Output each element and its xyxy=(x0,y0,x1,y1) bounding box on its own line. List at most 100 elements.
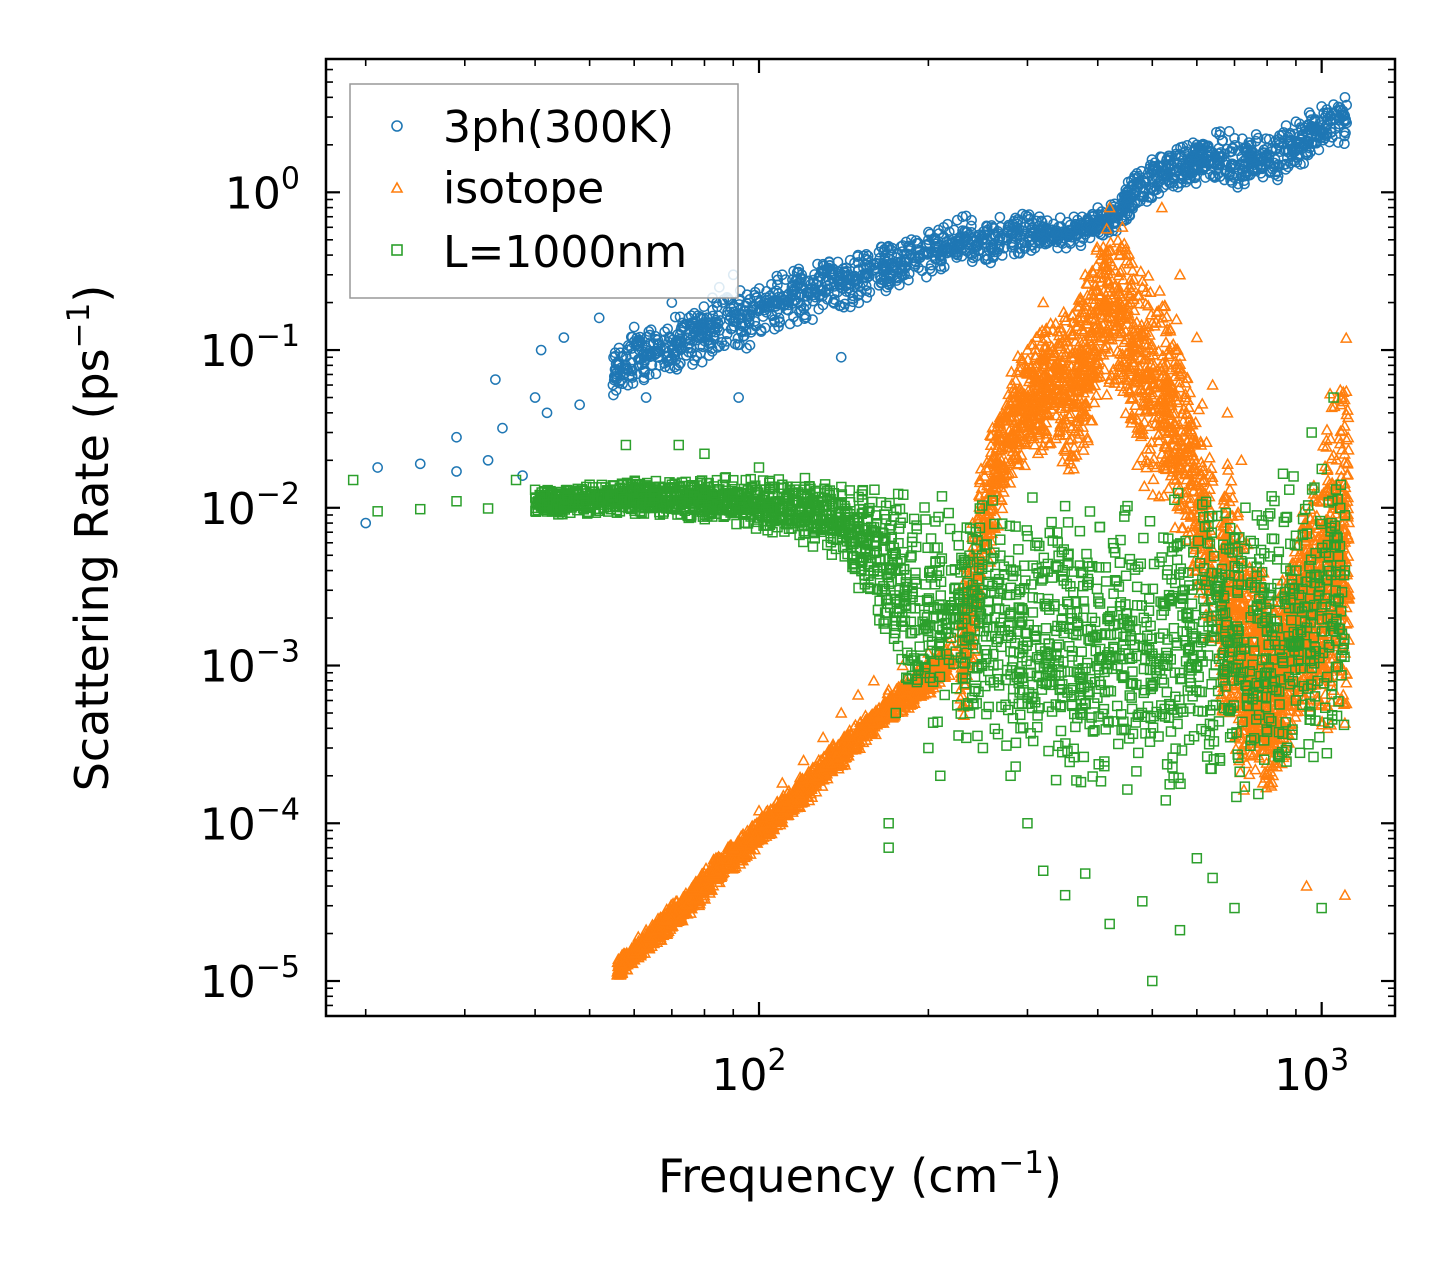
point-3ph xyxy=(938,221,950,233)
point-3ph xyxy=(1128,173,1140,184)
point-3ph xyxy=(852,249,864,261)
point-3ph xyxy=(654,359,665,371)
point-3ph xyxy=(695,347,706,359)
point-3ph xyxy=(615,362,627,374)
point-3ph xyxy=(924,228,936,240)
point-3ph xyxy=(1328,99,1339,110)
point-3ph xyxy=(1076,211,1088,223)
point-3ph xyxy=(1221,143,1233,155)
point-3ph xyxy=(938,261,950,273)
point-3ph xyxy=(1316,101,1328,112)
point-3ph xyxy=(1131,168,1143,179)
point-3ph xyxy=(1254,161,1266,173)
point-3ph xyxy=(1036,217,1048,228)
point-3ph xyxy=(838,301,850,313)
point-3ph xyxy=(933,224,944,236)
point-3ph xyxy=(696,313,708,324)
point-3ph xyxy=(912,251,924,263)
point-3ph xyxy=(616,351,627,363)
point-3ph xyxy=(835,351,847,363)
point-3ph xyxy=(791,281,803,293)
point-3ph xyxy=(1121,198,1132,209)
point-3ph xyxy=(1243,137,1255,148)
point-3ph xyxy=(994,239,1005,251)
point-3ph xyxy=(989,246,1000,258)
point-3ph xyxy=(1247,163,1259,175)
point-3ph xyxy=(628,321,640,333)
point-3ph xyxy=(1340,114,1351,125)
point-3ph xyxy=(788,265,799,277)
point-3ph xyxy=(687,359,698,370)
point-3ph xyxy=(872,272,883,284)
point-3ph xyxy=(709,332,720,344)
point-3ph xyxy=(1189,149,1200,161)
point-3ph xyxy=(753,305,765,316)
point-3ph xyxy=(1175,162,1187,174)
point-3ph xyxy=(1011,232,1023,244)
point-3ph xyxy=(793,266,804,278)
point-3ph xyxy=(812,258,823,270)
point-3ph xyxy=(1175,151,1187,162)
point-3ph xyxy=(1161,179,1172,191)
point-3ph xyxy=(1333,121,1345,132)
point-3ph xyxy=(1272,174,1283,186)
point-3ph xyxy=(648,338,660,349)
point-isotope xyxy=(1203,451,1216,463)
point-3ph xyxy=(1317,134,1329,146)
point-3ph xyxy=(1121,186,1132,198)
point-3ph xyxy=(1146,163,1158,175)
point-3ph xyxy=(628,349,640,360)
point-3ph xyxy=(680,350,692,361)
point-3ph xyxy=(701,312,713,324)
point-3ph xyxy=(883,259,895,271)
point-3ph xyxy=(632,336,644,348)
point-3ph xyxy=(951,214,963,226)
point-3ph xyxy=(927,250,939,261)
point-3ph xyxy=(372,462,383,473)
point-3ph xyxy=(558,332,570,343)
point-3ph xyxy=(930,247,941,258)
point-3ph xyxy=(1232,178,1244,190)
point-3ph xyxy=(923,234,934,246)
point-3ph xyxy=(1311,131,1323,143)
point-3ph xyxy=(1236,158,1248,170)
point-3ph xyxy=(974,244,986,256)
point-3ph xyxy=(1160,162,1172,174)
point-3ph xyxy=(814,271,826,282)
point-3ph xyxy=(638,374,650,386)
point-3ph xyxy=(711,301,723,313)
point-3ph xyxy=(814,291,825,302)
point-3ph xyxy=(978,226,989,237)
point-3ph xyxy=(626,370,638,382)
point-3ph xyxy=(941,247,953,259)
point-3ph xyxy=(642,350,654,362)
point-3ph xyxy=(1226,177,1238,188)
point-3ph xyxy=(1213,155,1224,167)
point-3ph xyxy=(618,368,630,380)
point-3ph xyxy=(607,379,619,391)
point-3ph xyxy=(985,243,997,255)
point-3ph xyxy=(360,517,372,529)
point-3ph xyxy=(903,241,914,253)
point-3ph xyxy=(778,294,789,305)
point-3ph xyxy=(1122,192,1133,204)
point-3ph xyxy=(940,243,952,255)
point-3ph xyxy=(807,314,818,325)
point-3ph xyxy=(1296,124,1308,135)
point-3ph xyxy=(769,323,780,335)
point-3ph xyxy=(923,226,934,238)
point-3ph xyxy=(1063,224,1075,236)
point-3ph xyxy=(1092,202,1104,213)
point-3ph xyxy=(1339,130,1350,142)
point-3ph xyxy=(662,323,673,335)
point-3ph xyxy=(1125,175,1137,187)
point-3ph xyxy=(781,304,793,315)
point-3ph xyxy=(828,269,840,281)
point-3ph xyxy=(593,312,605,324)
point-3ph xyxy=(1135,191,1147,202)
point-3ph xyxy=(667,334,679,346)
point-isotope xyxy=(1100,388,1114,400)
point-3ph xyxy=(1303,107,1315,118)
point-3ph xyxy=(989,231,1001,243)
